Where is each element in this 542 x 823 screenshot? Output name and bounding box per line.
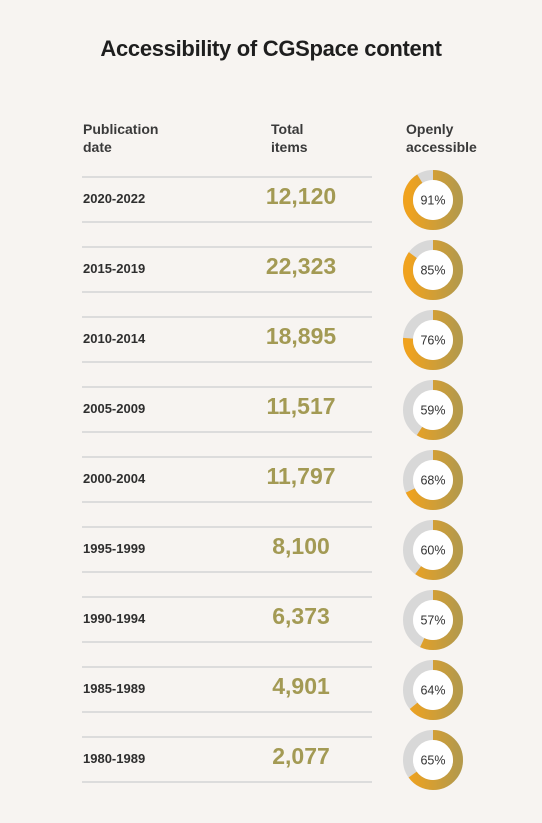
header-openly-accessible: Openly accessible [406, 121, 477, 155]
open-access-percent-label: 91% [420, 194, 445, 208]
table-row: 2020-2022 12,120 91% [0, 170, 542, 246]
open-access-donut: 85% [403, 240, 463, 300]
row-divider [82, 571, 372, 573]
row-divider [82, 176, 372, 178]
open-access-percent-label: 59% [420, 404, 445, 418]
total-items-cell: 11,797 [266, 463, 336, 489]
publication-date-cell: 2005-2009 [83, 401, 146, 416]
donut-center [413, 460, 453, 500]
donut-center [413, 530, 453, 570]
open-access-percent-label: 68% [420, 474, 445, 488]
donut-value-arc [403, 310, 463, 370]
row-divider [82, 781, 372, 783]
publication-date-cell: 2000-2004 [83, 471, 146, 486]
publication-date-cell: 1990-1994 [83, 611, 146, 626]
row-divider [82, 386, 372, 388]
row-divider [82, 291, 372, 293]
open-access-donut: 65% [403, 730, 463, 790]
open-access-percent-label: 76% [420, 334, 445, 348]
row-divider [82, 246, 372, 248]
open-access-donut: 60% [403, 520, 463, 580]
row-divider [82, 596, 372, 598]
total-items-cell: 18,895 [265, 323, 337, 349]
donut-center [413, 740, 453, 780]
donut-center [413, 670, 453, 710]
total-items-cell: 2,077 [272, 743, 330, 769]
row-divider [82, 361, 372, 363]
open-access-donut: 76% [403, 310, 463, 370]
open-access-donut: 64% [403, 660, 463, 720]
row-divider [82, 431, 372, 433]
total-items-cell: 11,517 [266, 393, 336, 419]
open-access-percent-label: 57% [420, 614, 445, 628]
donut-value-arc [403, 170, 463, 230]
donut-value-arc [403, 520, 463, 580]
total-items-cell: 6,373 [272, 603, 330, 629]
donut-center [413, 600, 453, 640]
table-row: 1980-1989 2,077 65% [0, 730, 542, 806]
table-row: 1985-1989 4,901 64% [0, 660, 542, 736]
table-row: 2000-2004 11,797 68% [0, 450, 542, 526]
donut-value-arc [403, 380, 463, 440]
publication-date-cell: 2020-2022 [83, 191, 146, 206]
total-items-cell: 22,323 [265, 253, 337, 279]
header-publication-date: Publication date [83, 121, 159, 155]
open-access-percent-label: 65% [420, 754, 445, 768]
publication-date-cell: 2010-2014 [83, 331, 146, 346]
row-divider [82, 316, 372, 318]
open-access-donut: 68% [403, 450, 463, 510]
table-row: 2010-2014 18,895 76% [0, 310, 542, 386]
donut-center [413, 180, 453, 220]
open-access-percent-label: 64% [420, 684, 445, 698]
row-divider [82, 711, 372, 713]
total-items-cell: 12,120 [265, 183, 337, 209]
open-access-donut: 91% [403, 170, 463, 230]
table-row: 2015-2019 22,323 85% [0, 240, 542, 316]
total-items-cell: 8,100 [272, 533, 330, 559]
donut-value-arc [403, 590, 463, 650]
open-access-donut: 57% [403, 590, 463, 650]
row-divider [82, 221, 372, 223]
donut-value-arc [403, 240, 463, 300]
donut-value-arc [403, 660, 463, 720]
open-access-percent-label: 85% [420, 264, 445, 278]
donut-value-arc [403, 730, 463, 790]
publication-date-cell: 1995-1999 [83, 541, 146, 556]
row-divider [82, 641, 372, 643]
donut-value-arc [403, 450, 463, 510]
open-access-percent-label: 60% [420, 544, 445, 558]
donut-center [413, 250, 453, 290]
publication-date-cell: 2015-2019 [83, 261, 146, 276]
table-row: 2005-2009 11,517 59% [0, 380, 542, 456]
row-divider [82, 501, 372, 503]
header-total-items: Total items [271, 121, 308, 155]
row-divider [82, 736, 372, 738]
row-divider [82, 456, 372, 458]
total-items-cell: 4,901 [272, 673, 330, 699]
row-divider [82, 526, 372, 528]
donut-center [413, 390, 453, 430]
row-divider [82, 666, 372, 668]
publication-date-cell: 1980-1989 [83, 751, 146, 766]
table-row: 1995-1999 8,100 60% [0, 520, 542, 596]
donut-center [413, 320, 453, 360]
publication-date-cell: 1985-1989 [83, 681, 146, 696]
open-access-donut: 59% [403, 380, 463, 440]
table-row: 1990-1994 6,373 57% [0, 590, 542, 666]
chart-title: Accessibility of CGSpace content [100, 36, 442, 61]
